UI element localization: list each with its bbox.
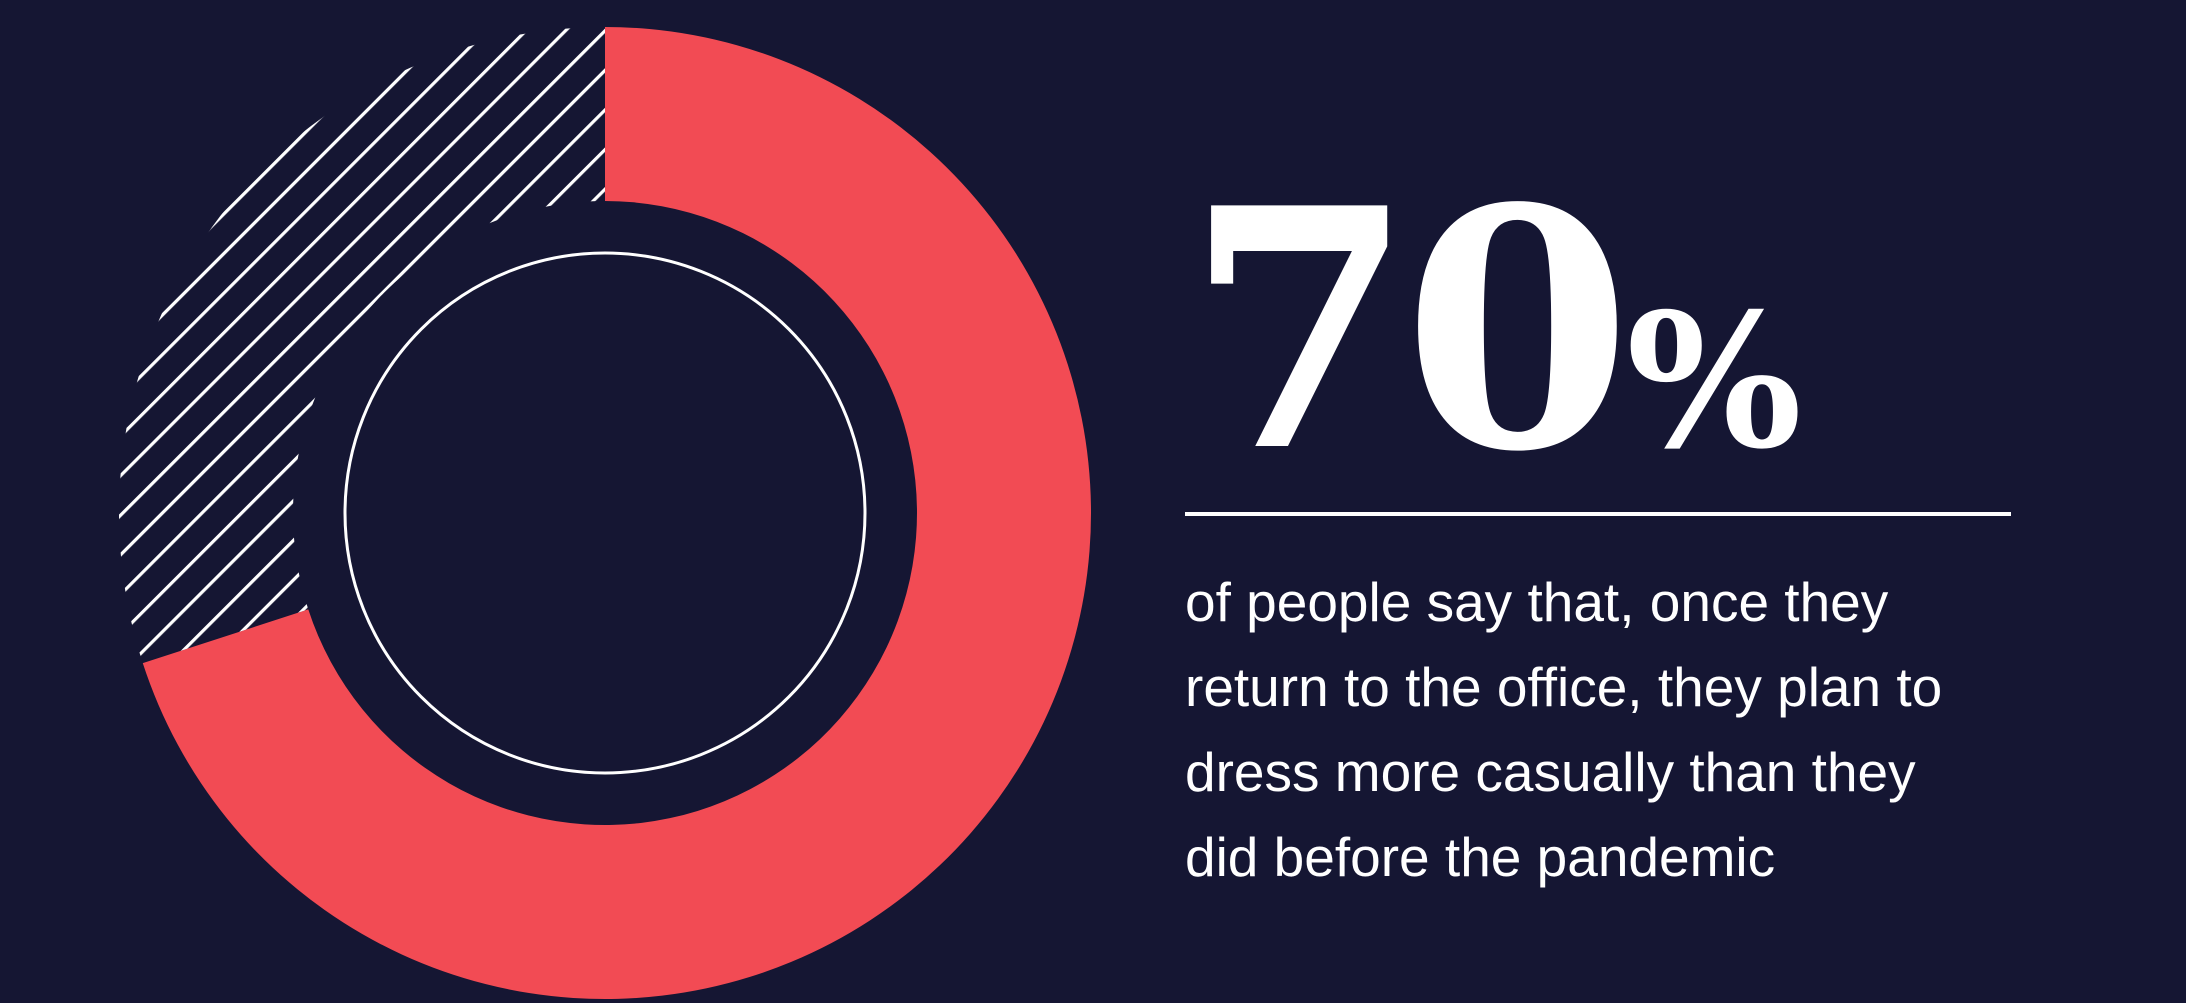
donut-slice-1 xyxy=(142,27,1091,999)
donut-chart xyxy=(119,27,1091,999)
donut-slices xyxy=(119,27,1091,999)
stat-value: 70 % xyxy=(1185,165,2015,495)
stat-caption: of people say that, once they return to … xyxy=(1185,571,1943,888)
inner-ring xyxy=(343,251,867,775)
stat-number: 70 xyxy=(1185,136,1632,524)
stat-divider xyxy=(1185,512,2011,516)
stat-unit: % xyxy=(1626,272,1803,490)
donut-slice-2 xyxy=(119,27,605,664)
stat-block: 70 % of people say that, once they retur… xyxy=(1185,165,2015,900)
